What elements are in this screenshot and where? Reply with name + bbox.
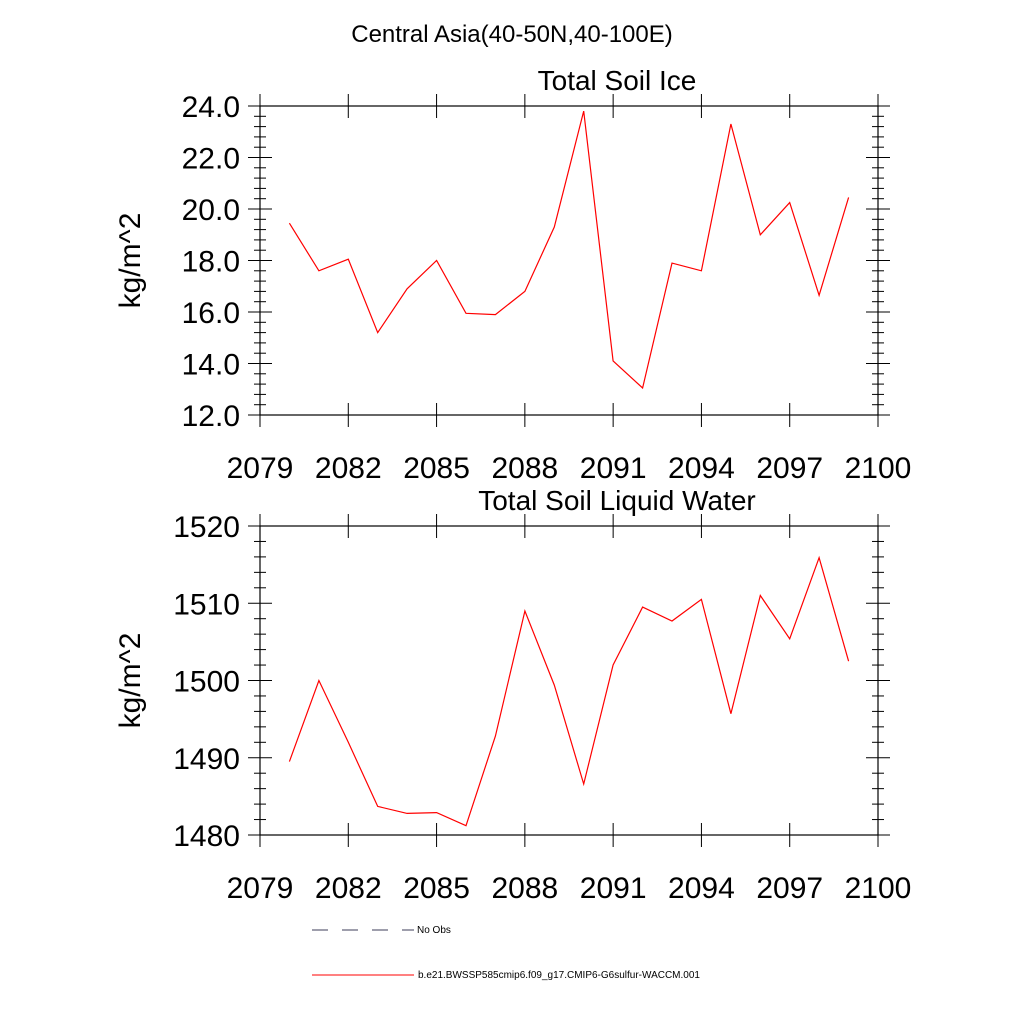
y-tick-label: 1500 <box>173 666 240 699</box>
x-tick-label: 2088 <box>491 872 558 905</box>
x-tick-label: 2079 <box>227 452 294 485</box>
y-tick-label: 12.0 <box>182 400 240 433</box>
chart-soil-liquid-water: Total Soil Liquid Water kg/m^2 2079 2082 208… <box>114 485 911 905</box>
x-tick-label: 2085 <box>403 452 470 485</box>
y-tick-label: 20.0 <box>182 194 240 227</box>
y-tick-label: 1480 <box>173 820 240 853</box>
y-tick-label: 18.0 <box>182 246 240 279</box>
series-line <box>288 555 850 827</box>
x-tick-label: 2091 <box>580 452 647 485</box>
y-tick-label: 1510 <box>173 588 240 621</box>
plot-frame <box>259 525 879 836</box>
x-tick-label: 2097 <box>756 872 823 905</box>
y-tick-label: 24.0 <box>182 91 240 124</box>
legend-label-model: b.e21.BWSSP585cmip6.f09_g17.CMIP6-G6sulf… <box>418 970 700 981</box>
x-tick-label: 2082 <box>315 452 382 485</box>
x-tick-label: 2100 <box>845 452 912 485</box>
y-axis-label: kg/m^2 <box>114 633 147 729</box>
plot-frame <box>259 105 879 416</box>
legend: No Obs b.e21.BWSSP585cmip6.f09_g17.CMIP6-… <box>312 925 700 981</box>
y-tick-label: 1490 <box>173 743 240 776</box>
chart-title: Total Soil Ice <box>538 65 697 96</box>
x-tick-label: 2091 <box>580 872 647 905</box>
y-tick-label: 22.0 <box>182 143 240 176</box>
y-tick-label: 1520 <box>173 511 240 544</box>
x-tick-label: 2100 <box>845 872 912 905</box>
x-tick-label: 2094 <box>668 452 735 485</box>
x-tick-label: 2097 <box>756 452 823 485</box>
x-tick-label: 2085 <box>403 872 470 905</box>
chart-title: Total Soil Liquid Water <box>478 485 756 516</box>
legend-label-no-obs: No Obs <box>417 925 451 936</box>
x-tick-label: 2094 <box>668 872 735 905</box>
x-tick-label: 2088 <box>491 452 558 485</box>
y-axis-label: kg/m^2 <box>114 213 147 309</box>
y-tick-label: 16.0 <box>182 297 240 330</box>
x-tick-label: 2082 <box>315 872 382 905</box>
x-tick-label: 2079 <box>227 872 294 905</box>
y-tick-label: 14.0 <box>182 349 240 382</box>
figure-suptitle: Central Asia(40-50N,40-100E) <box>351 21 673 48</box>
chart-soil-ice: Total Soil Ice kg/m^2 2079 2082 2085 2088 2091… <box>114 65 911 485</box>
series-line <box>288 110 850 390</box>
